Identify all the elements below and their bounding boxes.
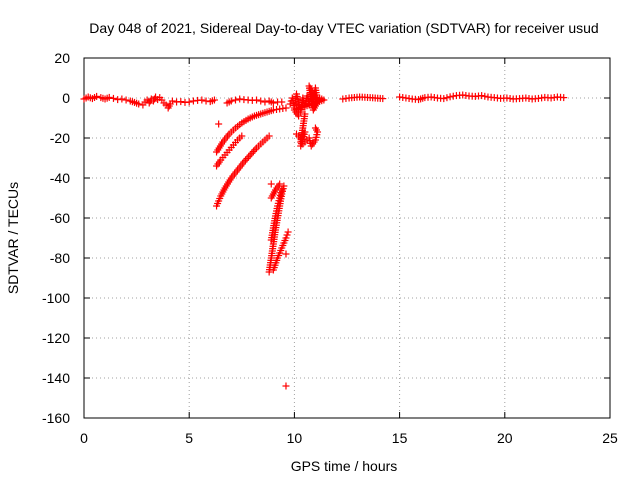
data-point bbox=[278, 98, 286, 106]
y-tick-label: 20 bbox=[54, 50, 70, 66]
data-point bbox=[93, 92, 101, 100]
y-tick-label: -120 bbox=[42, 330, 70, 346]
y-tick-label: -160 bbox=[42, 410, 70, 426]
data-point bbox=[560, 94, 568, 102]
data-point bbox=[249, 148, 257, 155]
data-point bbox=[241, 156, 249, 164]
y-tick-label: -100 bbox=[42, 290, 70, 306]
data-point bbox=[282, 104, 290, 112]
data-point bbox=[243, 155, 251, 162]
data-point bbox=[253, 96, 261, 104]
x-tick-label: 10 bbox=[287, 430, 303, 446]
y-tick-label: -60 bbox=[50, 210, 70, 226]
y-axis-title: SDTVAR / TECUs bbox=[5, 182, 21, 294]
data-point bbox=[478, 92, 486, 100]
data-point bbox=[122, 96, 130, 104]
y-tick-label: -80 bbox=[50, 250, 70, 266]
y-tick-label: -140 bbox=[42, 370, 70, 386]
data-point bbox=[210, 96, 218, 104]
data-points bbox=[80, 82, 568, 390]
data-point bbox=[246, 151, 254, 159]
data-point bbox=[185, 98, 193, 106]
data-point bbox=[379, 95, 387, 103]
data-point bbox=[245, 153, 253, 161]
x-tick-label: 5 bbox=[185, 430, 193, 446]
data-point bbox=[440, 95, 448, 103]
data-point bbox=[248, 149, 256, 157]
data-point bbox=[283, 231, 291, 239]
grid bbox=[84, 58, 610, 418]
y-tick-label: 0 bbox=[62, 90, 70, 106]
data-point bbox=[282, 382, 290, 390]
data-point bbox=[311, 124, 319, 132]
data-point bbox=[267, 180, 275, 188]
data-point bbox=[443, 94, 451, 102]
x-tick-label: 0 bbox=[80, 430, 88, 446]
data-point bbox=[278, 186, 286, 194]
data-point bbox=[282, 234, 290, 242]
data-point bbox=[109, 94, 117, 102]
axis-ticks: 0 5 10 15 20 25 20 0 -20 -40 -60 -80 -100 -120 -140 -16… bbox=[42, 50, 618, 446]
data-point bbox=[105, 93, 113, 101]
data-point bbox=[198, 96, 206, 104]
x-tick-label: 25 bbox=[602, 430, 618, 446]
y-tick-label: -20 bbox=[50, 130, 70, 146]
x-axis-title: GPS time / hours bbox=[291, 458, 398, 474]
data-point bbox=[238, 132, 246, 140]
data-point bbox=[261, 98, 269, 106]
data-point bbox=[481, 92, 489, 100]
data-point bbox=[257, 97, 265, 105]
data-point bbox=[135, 100, 143, 108]
data-point bbox=[265, 132, 273, 140]
data-point bbox=[118, 95, 126, 103]
x-tick-label: 20 bbox=[497, 430, 513, 446]
data-point bbox=[295, 112, 303, 120]
data-point bbox=[251, 146, 259, 154]
data-point bbox=[231, 96, 239, 104]
plot-frame bbox=[83, 57, 611, 419]
data-point bbox=[177, 98, 185, 106]
data-point bbox=[276, 180, 284, 188]
chart-title: Day 048 of 2021, Sidereal Day-to-day VTE… bbox=[89, 20, 598, 36]
data-point bbox=[284, 228, 292, 236]
data-point bbox=[446, 93, 454, 101]
x-tick-label: 15 bbox=[392, 430, 408, 446]
y-tick-label: -40 bbox=[50, 170, 70, 186]
data-point bbox=[227, 97, 235, 105]
data-point bbox=[282, 250, 290, 258]
data-point bbox=[168, 97, 176, 105]
data-point bbox=[215, 120, 223, 128]
data-point bbox=[269, 99, 277, 107]
